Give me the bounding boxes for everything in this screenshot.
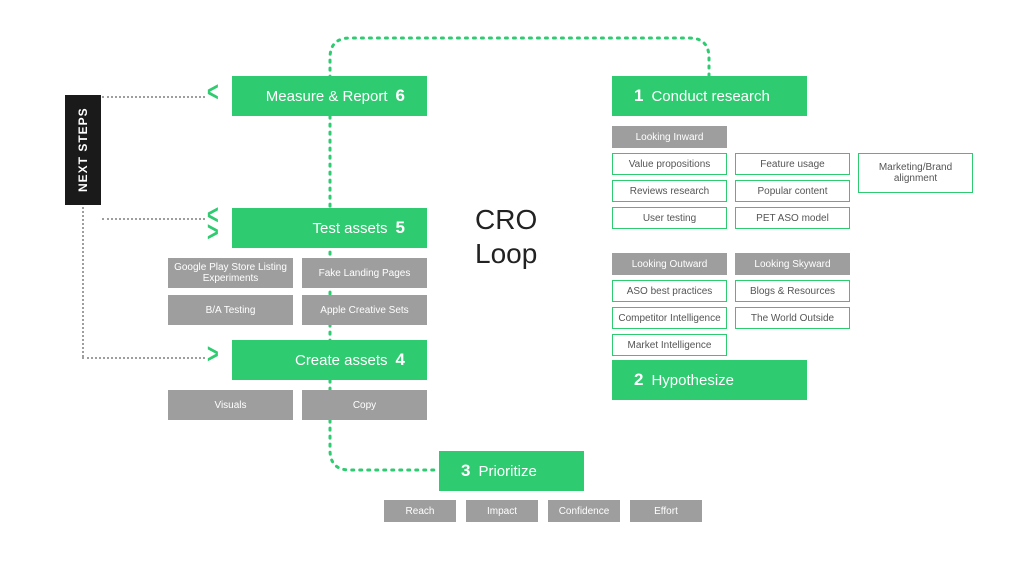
outline-skyward_world: The World Outside [735, 307, 850, 329]
gray-research_outward_header: Looking Outward [612, 253, 727, 275]
gray-prio_reach: Reach [384, 500, 456, 522]
outline-inward_feature: Feature usage [735, 153, 850, 175]
next-steps-label: NEXT STEPS [76, 108, 90, 193]
outline-inward_value: Value propositions [612, 153, 727, 175]
gray-prio_conf: Confidence [548, 500, 620, 522]
gray-prio_impact: Impact [466, 500, 538, 522]
step-2: 2 Hypothesize [612, 360, 807, 400]
gray-test_ba: B/A Testing [168, 295, 293, 325]
step-number: 6 [396, 86, 405, 106]
next-steps-box: NEXT STEPS [65, 95, 101, 205]
step-6: Measure & Report 6 [232, 76, 427, 116]
outline-inward_reviews: Reviews research [612, 180, 727, 202]
gray-research_skyward_header: Looking Skyward [735, 253, 850, 275]
step-label: Hypothesize [651, 372, 734, 389]
diagram-canvas: NEXT STEPS CROLoop 1 Conduct research 2 Hyp… [0, 0, 1024, 562]
outline-inward_pet: PET ASO model [735, 207, 850, 229]
outline-inward_popular: Popular content [735, 180, 850, 202]
connector-line [102, 96, 205, 98]
outline-skyward_blogs: Blogs & Resources [735, 280, 850, 302]
step-5: Test assets 5 [232, 208, 427, 248]
outline-outward_comp: Competitor Intelligence [612, 307, 727, 329]
step-number: 2 [634, 370, 643, 390]
chevron-icon: > [207, 217, 219, 249]
gray-create_visuals: Visuals [168, 390, 293, 420]
outline-inward_user: User testing [612, 207, 727, 229]
gray-create_copy: Copy [302, 390, 427, 420]
step-label: Prioritize [478, 463, 536, 480]
gray-research_inward_header: Looking Inward [612, 126, 727, 148]
connector-line [82, 207, 84, 357]
outline-outward_aso: ASO best practices [612, 280, 727, 302]
step-number: 5 [396, 218, 405, 238]
connector-line [102, 218, 205, 220]
gray-test_apple: Apple Creative Sets [302, 295, 427, 325]
outline-inward_marketing: Marketing/Brand alignment [858, 153, 973, 193]
step-3: 3 Prioritize [439, 451, 584, 491]
gray-test_google: Google Play Store Listing Experiments [168, 258, 293, 288]
step-number: 4 [396, 350, 405, 370]
outline-outward_market: Market Intelligence [612, 334, 727, 356]
step-number: 1 [634, 86, 643, 106]
gray-prio_effort: Effort [630, 500, 702, 522]
step-label: Conduct research [651, 88, 769, 105]
step-label: Create assets [295, 352, 388, 369]
step-label: Measure & Report [266, 88, 388, 105]
center-title: CROLoop [475, 203, 537, 270]
step-label: Test assets [313, 220, 388, 237]
chevron-icon: < [207, 77, 219, 109]
chevron-icon: > [207, 339, 219, 371]
gray-test_fake: Fake Landing Pages [302, 258, 427, 288]
step-number: 3 [461, 461, 470, 481]
step-4: Create assets 4 [232, 340, 427, 380]
step-1: 1 Conduct research [612, 76, 807, 116]
connector-line [82, 357, 205, 359]
